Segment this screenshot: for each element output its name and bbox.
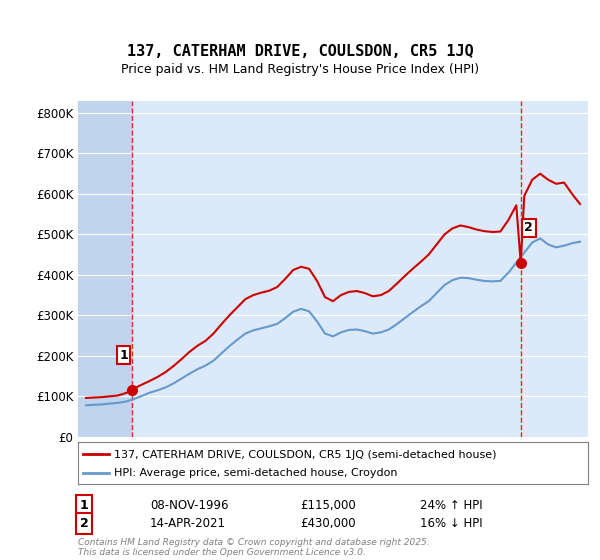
Text: 137, CATERHAM DRIVE, COULSDON, CR5 1JQ (semi-detached house): 137, CATERHAM DRIVE, COULSDON, CR5 1JQ (… <box>114 450 496 460</box>
Text: Price paid vs. HM Land Registry's House Price Index (HPI): Price paid vs. HM Land Registry's House … <box>121 63 479 76</box>
Text: 137, CATERHAM DRIVE, COULSDON, CR5 1JQ: 137, CATERHAM DRIVE, COULSDON, CR5 1JQ <box>127 44 473 59</box>
Text: HPI: Average price, semi-detached house, Croydon: HPI: Average price, semi-detached house,… <box>114 469 397 478</box>
Text: 16% ↓ HPI: 16% ↓ HPI <box>420 517 482 530</box>
Text: £430,000: £430,000 <box>300 517 356 530</box>
Text: Contains HM Land Registry data © Crown copyright and database right 2025.
This d: Contains HM Land Registry data © Crown c… <box>78 538 430 557</box>
Text: 14-APR-2021: 14-APR-2021 <box>150 517 226 530</box>
Bar <box>78 101 131 437</box>
Text: 08-NOV-1996: 08-NOV-1996 <box>150 498 229 512</box>
Text: 1: 1 <box>119 349 128 362</box>
Text: 2: 2 <box>524 221 533 235</box>
Text: 24% ↑ HPI: 24% ↑ HPI <box>420 498 482 512</box>
Text: 1: 1 <box>80 498 88 512</box>
Text: £115,000: £115,000 <box>300 498 356 512</box>
Text: 2: 2 <box>80 517 88 530</box>
